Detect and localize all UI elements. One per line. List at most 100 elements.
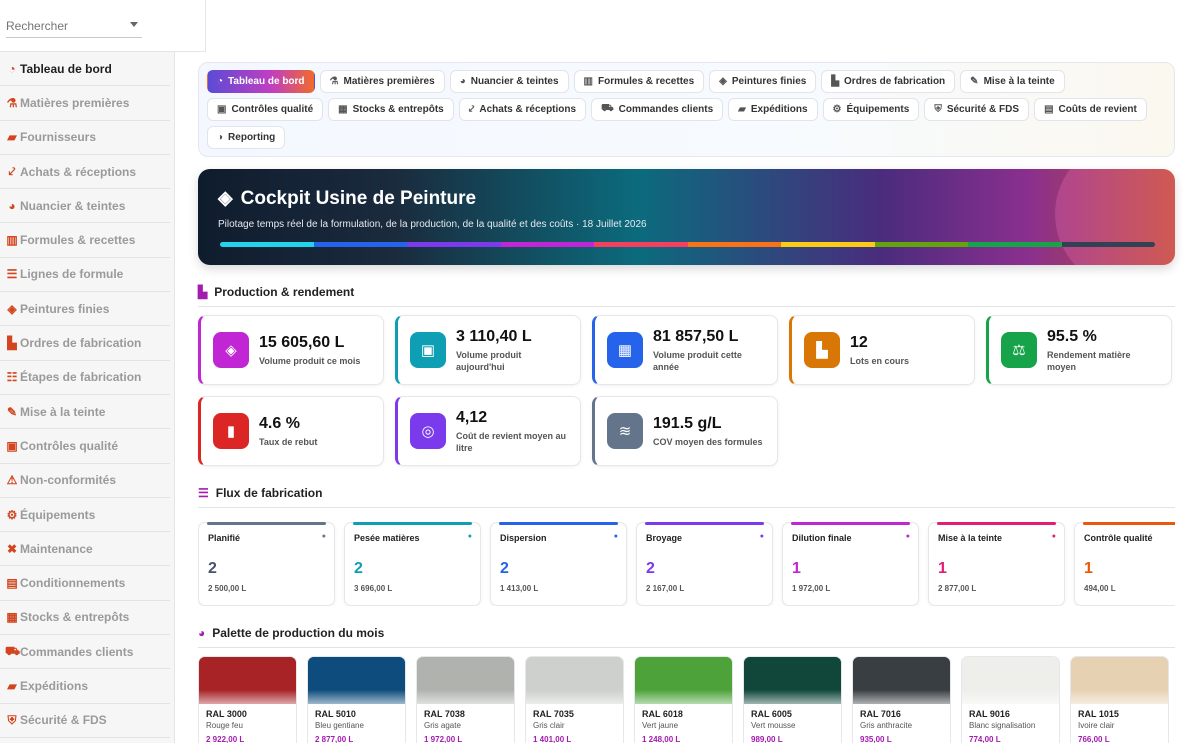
hero-bar-segment xyxy=(594,242,688,247)
sidebar-item[interactable]: ▙ Ordres de fabrication xyxy=(0,326,170,361)
sidebar-item[interactable]: ✖ Maintenance xyxy=(0,532,170,567)
sidebar-item[interactable]: ⛟ Commandes clients xyxy=(0,635,170,670)
sidebar-item[interactable]: ▦ Stocks & entrepôts xyxy=(0,601,170,636)
production-section-title: ▙ Production & rendement xyxy=(198,285,1175,307)
warning-icon: ⚠ xyxy=(6,473,18,488)
tab-label: Stocks & entrepôts xyxy=(352,104,444,115)
color-swatch-card[interactable]: RAL 5010 Bleu gentiane 2 877,00 L xyxy=(307,656,406,743)
tab[interactable]: ⚙ Équipements xyxy=(822,98,920,121)
tab[interactable]: ▰ Expéditions xyxy=(728,98,818,121)
tab[interactable]: ▦ Stocks & entrepôts xyxy=(328,98,454,121)
flask-icon: ⚗ xyxy=(6,95,18,110)
tab[interactable]: ▙ Ordres de fabrication xyxy=(821,70,956,93)
color-swatch-card[interactable]: RAL 6005 Vert mousse 989,00 L xyxy=(743,656,842,743)
search-input[interactable] xyxy=(6,14,142,38)
hero-bar-segment xyxy=(781,242,875,247)
tab[interactable]: ▤ Coûts de revient xyxy=(1034,98,1147,121)
sidebar-item[interactable]: ▥ Formules & recettes xyxy=(0,223,170,258)
swatch-color xyxy=(526,657,623,704)
tab[interactable]: ⛟ Commandes clients xyxy=(591,98,724,121)
swatch-info: RAL 9016 Blanc signalisation 774,00 L xyxy=(962,704,1059,743)
tab[interactable]: ◈ Peintures finies xyxy=(709,70,817,93)
sidebar-item[interactable]: ⤦ Achats & réceptions xyxy=(0,155,170,190)
search-bar xyxy=(0,0,206,52)
swatch-volume: 766,00 L xyxy=(1078,735,1110,743)
sidebar-item[interactable]: ◔ Tableau de bord xyxy=(0,52,170,87)
tab[interactable]: ✎ Mise à la teinte xyxy=(960,70,1065,93)
sidebar-item-label: Conditionnements xyxy=(20,576,126,591)
kpi-value: 3 110,40 L xyxy=(456,327,532,345)
tab-label: Coûts de revient xyxy=(1058,104,1137,115)
tab[interactable]: ◔ Tableau de bord xyxy=(207,70,315,93)
sidebar-item[interactable]: ⚙ Équipements xyxy=(0,498,170,533)
sidebar-item-label: Ordres de fabrication xyxy=(20,336,142,351)
sidebar-item[interactable]: ◕ Nuancier & teintes xyxy=(0,189,170,224)
flux-step-card[interactable]: Dispersion ● 2 1 413,00 L xyxy=(490,522,627,606)
flux-step-card[interactable]: Mise à la teinte ● 1 2 877,00 L xyxy=(928,522,1065,606)
color-swatch-card[interactable]: RAL 3000 Rouge feu 2 922,00 L xyxy=(198,656,297,743)
swatch-code: RAL 7038 xyxy=(424,709,465,719)
swatch-volume: 2 877,00 L xyxy=(315,735,354,743)
step-count: 1 xyxy=(938,560,947,577)
step-name: Broyage xyxy=(646,533,683,543)
tab[interactable]: ⚗ Matières premières xyxy=(319,70,445,93)
step-volume: 2 167,00 L xyxy=(646,584,685,593)
tab-label: Expéditions xyxy=(750,104,808,115)
flux-step-card[interactable]: Pesée matières ● 2 3 696,00 L xyxy=(344,522,481,606)
step-accent-bar xyxy=(645,522,764,525)
tab-label: Tableau de bord xyxy=(228,76,305,87)
shield-icon: ⛨ xyxy=(7,712,17,727)
flux-step-card[interactable]: Dilution finale ● 1 1 972,00 L xyxy=(782,522,919,606)
paint-bucket-icon: ◈ xyxy=(719,76,727,87)
swatch-code: RAL 6005 xyxy=(751,709,792,719)
eyedropper-icon: ✎ xyxy=(970,76,979,87)
palette-swatches: RAL 3000 Rouge feu 2 922,00 L RAL 5010 Bleu … xyxy=(198,656,1175,743)
palette-icon: ◕ xyxy=(8,198,16,213)
step-accent-bar xyxy=(353,522,472,525)
color-swatch-card[interactable]: RAL 6018 Vert jaune 1 248,00 L xyxy=(634,656,733,743)
step-volume: 1 972,00 L xyxy=(792,584,831,593)
sidebar-item[interactable]: ⚗ Matières premières xyxy=(0,86,170,121)
kpi-label: Volume produit ce mois xyxy=(259,355,361,366)
tab[interactable]: ◑ Reporting xyxy=(207,126,286,149)
kpi-text: 4.6 % Taux de rebut xyxy=(259,415,317,448)
hero-subtitle: Pilotage temps réel de la formulation, d… xyxy=(218,219,647,230)
swatch-code: RAL 6018 xyxy=(642,709,683,719)
color-swatch-card[interactable]: RAL 1015 Ivoire clair 766,00 L xyxy=(1070,656,1169,743)
sidebar-item[interactable]: ⚠ Non-conformités xyxy=(0,464,170,498)
swatch-name: Gris agate xyxy=(424,721,461,730)
tab[interactable]: ⤦ Achats & réceptions xyxy=(458,98,587,121)
warehouse-icon: ▦ xyxy=(6,610,18,625)
tab[interactable]: ⛨ Sécurité & FDS xyxy=(924,98,1030,121)
sidebar-item[interactable]: ▰ Expéditions xyxy=(0,669,170,704)
sidebar-item-label: Lignes de formule xyxy=(20,267,124,282)
sidebar-item[interactable]: ☷ Étapes de fabrication xyxy=(0,361,170,395)
sidebar-item[interactable]: ☰ Lignes de formule xyxy=(0,258,170,293)
swatch-color xyxy=(635,657,732,704)
tab[interactable]: ▣ Contrôles qualité xyxy=(207,98,324,121)
color-swatch-card[interactable]: RAL 9016 Blanc signalisation 774,00 L xyxy=(961,656,1060,743)
list-steps-icon: ☷ xyxy=(6,370,18,385)
sidebar-item[interactable]: ⛨ Sécurité & FDS xyxy=(0,704,170,738)
tab[interactable]: ◕ Nuancier & teintes xyxy=(449,70,569,93)
sidebar-item[interactable]: ▰ Fournisseurs xyxy=(0,121,170,155)
flux-step-card[interactable]: Planifié ● 2 2 500,00 L xyxy=(198,522,335,606)
color-swatch-card[interactable]: RAL 7035 Gris clair 1 401,00 L xyxy=(525,656,624,743)
kpi-label: Volume produit cette année xyxy=(653,349,742,372)
sidebar-item[interactable]: ▤ Conditionnements xyxy=(0,566,170,601)
flux-step-card[interactable]: Broyage ● 2 2 167,00 L xyxy=(636,522,773,606)
kpi-card: ▦ 81 857,50 L Volume produit cette année xyxy=(592,315,778,385)
chevron-down-icon[interactable] xyxy=(130,22,138,27)
tab[interactable]: ▥ Formules & recettes xyxy=(573,70,705,93)
color-swatch-card[interactable]: RAL 7016 Gris anthracite 935,00 L xyxy=(852,656,951,743)
sidebar-item[interactable]: ◈ Peintures finies xyxy=(0,292,170,327)
sidebar-item[interactable]: ▣ Contrôles qualité xyxy=(0,429,170,464)
step-count: 1 xyxy=(1084,560,1093,577)
sidebar-item[interactable]: ✎ Mise à la teinte xyxy=(0,395,170,430)
swatch-code: RAL 1015 xyxy=(1078,709,1119,719)
sidebar-item-label: Matières premières xyxy=(20,95,130,110)
shipping-truck-icon: ▰ xyxy=(7,678,17,693)
tab-label: Achats & réceptions xyxy=(479,104,577,115)
color-swatch-card[interactable]: RAL 7038 Gris agate 1 972,00 L xyxy=(416,656,515,743)
